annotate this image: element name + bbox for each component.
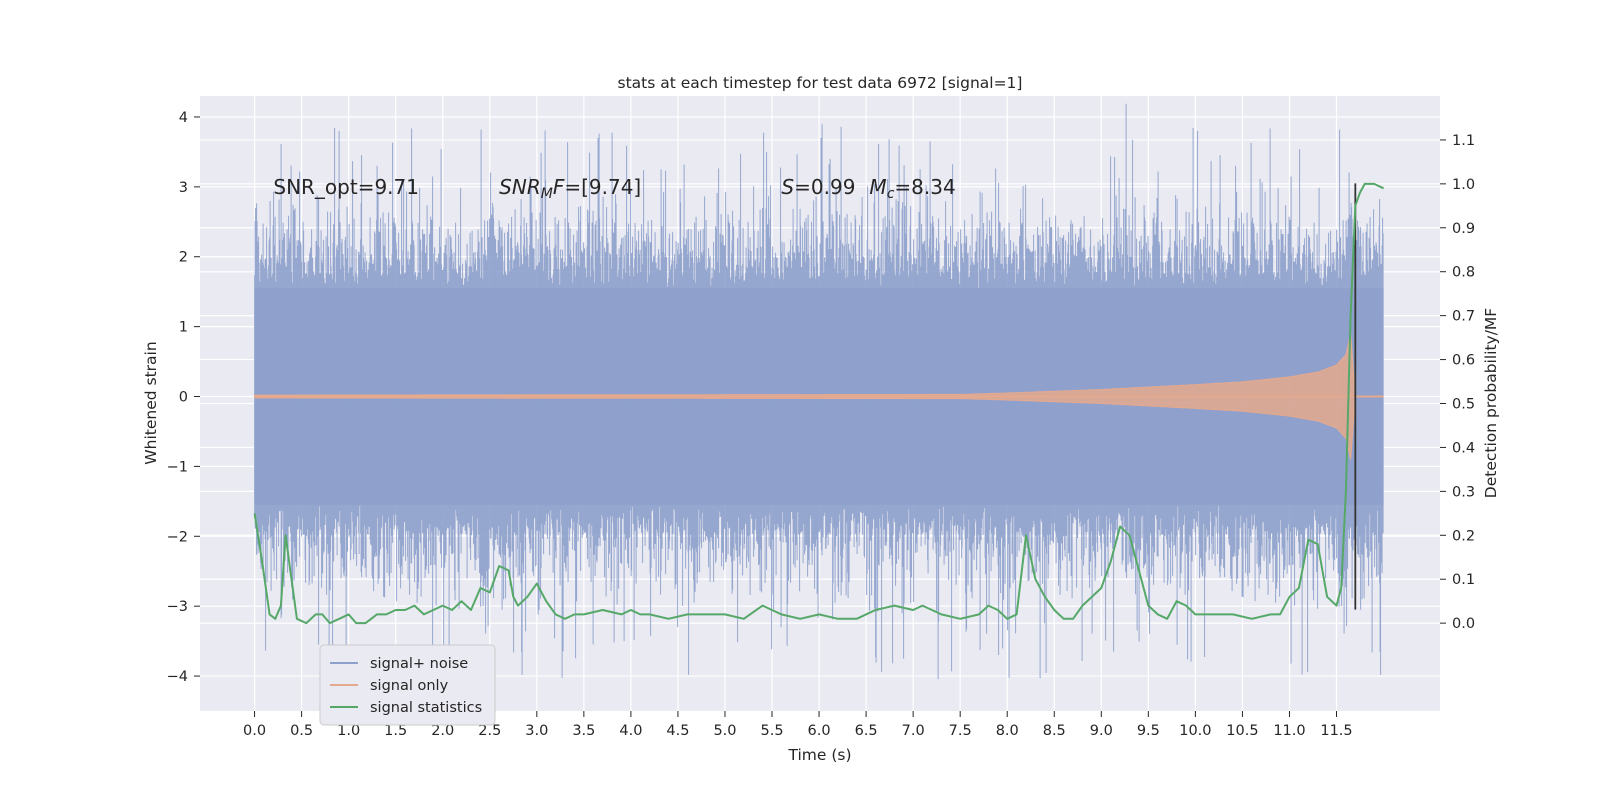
y-axis-left-ticks: 4 3 2 1 0 −1 −2 −3 −4: [167, 110, 200, 685]
y-left-tick-label: −2: [167, 529, 188, 545]
y-right-tick-label: 0.4: [1452, 440, 1475, 456]
x-tick-label: 5.5: [760, 723, 783, 739]
x-tick-label: 3.5: [572, 723, 595, 739]
annotation-s_mc: S=0.99 Mc=8.34: [781, 175, 955, 202]
x-tick-label: 0.0: [243, 723, 266, 739]
y-left-tick-label: 1: [179, 320, 188, 336]
series-signal-only: [254, 333, 1384, 460]
y-left-tick-label: −1: [167, 459, 188, 475]
y-left-tick-label: −4: [167, 669, 188, 685]
x-tick-label: 7.0: [902, 723, 925, 739]
y-right-tick-label: 1.1: [1452, 133, 1475, 149]
x-tick-label: 6.5: [855, 723, 878, 739]
x-tick-label: 6.0: [808, 723, 831, 739]
legend-box: [319, 644, 496, 726]
x-tick-label: 8.5: [1043, 723, 1066, 739]
y-right-tick-label: 0.0: [1452, 616, 1475, 632]
y-axis-right-ticks: 1.1 1.0 0.9 0.8 0.7 0.6 0.5 0.4 0.3 0.2 0.1 0.0: [1440, 133, 1475, 632]
x-axis-ticks: 0.0 0.5 1.0 1.5 2.0 2.5 3.0 3.5 4.0 4.5 5.0 5.5 6.0 6…: [243, 711, 1353, 739]
x-tick-label: 1.5: [384, 723, 407, 739]
legend-label: signal+ noise: [370, 656, 468, 672]
chart-title: stats at each timestep for test data 697…: [618, 74, 1023, 92]
x-tick-label: 10.5: [1226, 723, 1258, 739]
x-tick-label: 5.0: [713, 723, 736, 739]
y-axis-left-label: Whitened strain: [142, 341, 160, 464]
annotations: SNR_opt=9.71 SNRMF=[9.74] S=0.99 Mc=8.34: [273, 175, 955, 202]
x-tick-label: 10.0: [1179, 723, 1211, 739]
y-left-tick-label: 4: [179, 110, 188, 126]
y-right-tick-label: 0.2: [1452, 528, 1475, 544]
y-left-tick-label: 0: [179, 390, 188, 406]
x-tick-label: 3.0: [525, 723, 548, 739]
x-tick-label: 8.0: [996, 723, 1019, 739]
y-left-tick-label: −3: [167, 599, 188, 615]
x-tick-label: 9.0: [1090, 723, 1113, 739]
legend-label: signal only: [370, 678, 449, 694]
x-tick-label: 11.5: [1320, 723, 1352, 739]
x-axis-label: Time (s): [787, 746, 851, 764]
plot-area: [253, 103, 1385, 680]
y-axis-right-label: Detection probability/MF: [1482, 308, 1500, 499]
y-right-tick-label: 0.1: [1452, 572, 1475, 588]
x-tick-label: 7.5: [949, 723, 972, 739]
x-tick-label: 9.5: [1137, 723, 1160, 739]
y-right-tick-label: 0.6: [1452, 353, 1475, 369]
legend: signal+ noise signal only signal statistic…: [319, 644, 496, 726]
x-tick-label: 1.0: [337, 723, 360, 739]
y-left-tick-label: 2: [179, 250, 188, 266]
y-right-tick-label: 1.0: [1452, 177, 1475, 193]
x-tick-label: 0.5: [290, 723, 313, 739]
y-right-tick-label: 0.5: [1452, 397, 1475, 413]
signal-statistics-line: [253, 182, 1385, 625]
y-right-tick-label: 0.3: [1452, 484, 1475, 500]
annotation-snr_mf: SNRMF=[9.74]: [499, 175, 641, 202]
y-left-tick-label: 3: [179, 180, 188, 196]
x-tick-label: 4.0: [619, 723, 642, 739]
series-signal-statistics: [253, 182, 1385, 625]
x-tick-label: 2.5: [478, 723, 501, 739]
x-tick-label: 11.0: [1273, 723, 1305, 739]
x-tick-label: 2.0: [431, 723, 454, 739]
y-right-tick-label: 0.9: [1452, 221, 1475, 237]
y-right-tick-label: 0.7: [1452, 309, 1475, 325]
legend-label: signal statistics: [370, 700, 482, 716]
x-tick-label: 4.5: [666, 723, 689, 739]
annotation-snr_opt: SNR_opt=9.71: [273, 175, 419, 199]
y-right-tick-label: 0.8: [1452, 265, 1475, 281]
